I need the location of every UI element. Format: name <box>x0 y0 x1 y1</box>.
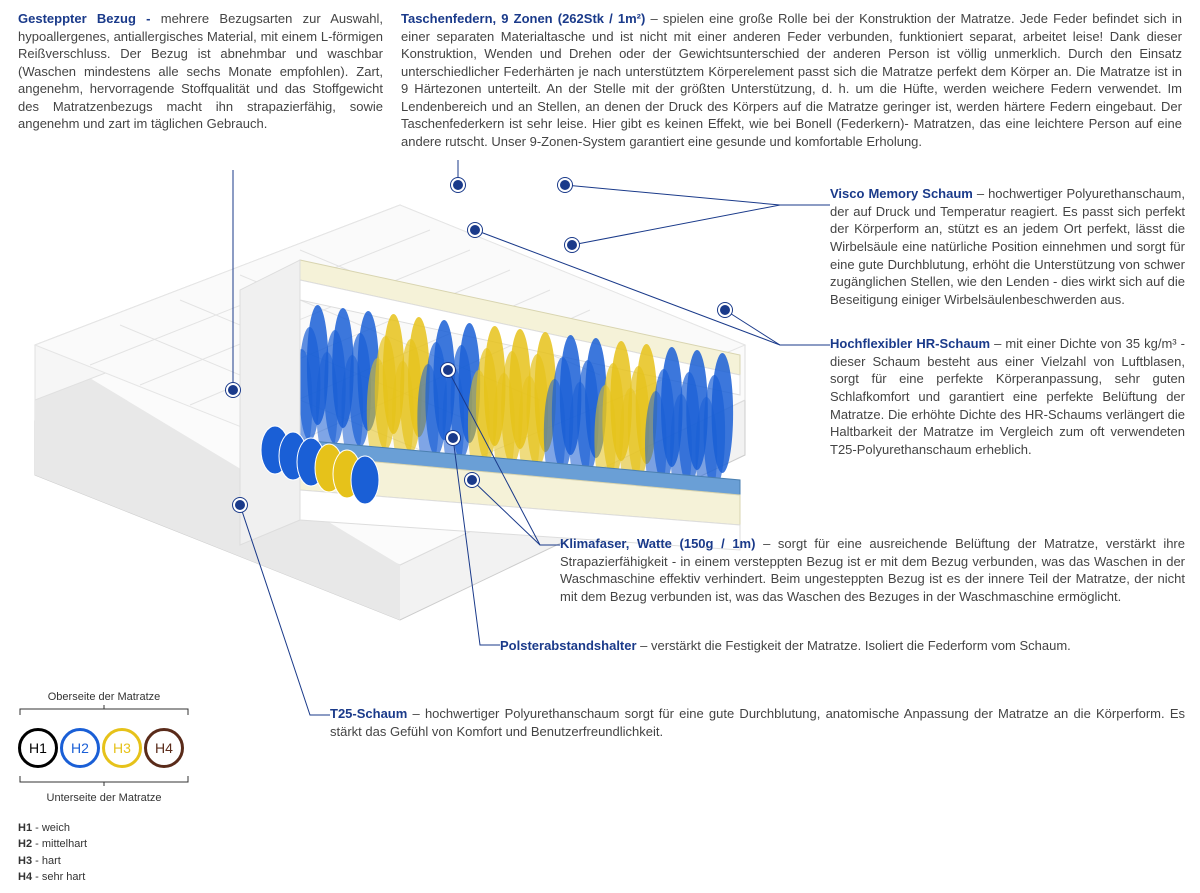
callout-t25: T25-Schaum – hochwertiger Polyurethansch… <box>330 705 1185 740</box>
hardness-legend: Oberseite der Matratze H1H2H3H4 Untersei… <box>18 690 190 885</box>
section-springs: Taschenfedern, 9 Zonen (262Stk / 1m²) – … <box>401 10 1182 150</box>
springs-title: Taschenfedern, 9 Zonen (262Stk / 1m²) <box>401 11 650 26</box>
hardness-list: H1 - weichH2 - mittelhartH3 - hartH4 - s… <box>18 820 190 886</box>
cover-body: mehrere Bezugsarten zur Auswahl, hypoall… <box>18 11 383 131</box>
visco-body: – hochwertiger Polyurethanschaum, der au… <box>830 186 1185 306</box>
cover-title: Gesteppter Bezug - <box>18 11 161 26</box>
hardness-circle-h2: H2 <box>60 728 100 768</box>
visco-title: Visco Memory Schaum <box>830 186 977 201</box>
hardness-circle-h4: H4 <box>144 728 184 768</box>
polster-title: Polsterabstandshalter <box>500 638 640 653</box>
hardness-row: H1 - weich <box>18 820 190 837</box>
hardness-circle-h3: H3 <box>102 728 142 768</box>
klima-title: Klimafaser, Watte (150g / 1m) <box>560 536 763 551</box>
t25-title: T25-Schaum <box>330 706 413 721</box>
legend-bracket-top <box>18 705 190 717</box>
legend-bottom-label: Unterseite der Matratze <box>18 791 190 806</box>
hardness-row: H4 - sehr hart <box>18 869 190 886</box>
section-cover: Gesteppter Bezug - mehrere Bezugsarten z… <box>18 10 383 150</box>
t25-body: – hochwertiger Polyurethanschaum sorgt f… <box>330 706 1185 739</box>
polster-body: – verstärkt die Festigkeit der Matratze.… <box>640 638 1071 653</box>
hardness-row: H3 - hart <box>18 853 190 870</box>
legend-bracket-bottom <box>18 774 190 786</box>
diagram-area: Visco Memory Schaum – hochwertiger Polyu… <box>0 150 1200 870</box>
callout-polster: Polsterabstandshalter – verstärkt die Fe… <box>500 637 1185 655</box>
callout-hr: Hochflexibler HR-Schaum – mit einer Dich… <box>830 335 1185 458</box>
hardness-circle-h1: H1 <box>18 728 58 768</box>
callout-visco: Visco Memory Schaum – hochwertiger Polyu… <box>830 185 1185 308</box>
legend-top-label: Oberseite der Matratze <box>18 690 190 705</box>
hr-body: – mit einer Dichte von 35 kg/m³ - dieser… <box>830 336 1185 456</box>
hr-title: Hochflexibler HR-Schaum <box>830 336 994 351</box>
hardness-row: H2 - mittelhart <box>18 836 190 853</box>
springs-body: – spielen eine große Rolle bei der Konst… <box>401 11 1182 149</box>
callout-klima: Klimafaser, Watte (150g / 1m) – sorgt fü… <box>560 535 1185 605</box>
